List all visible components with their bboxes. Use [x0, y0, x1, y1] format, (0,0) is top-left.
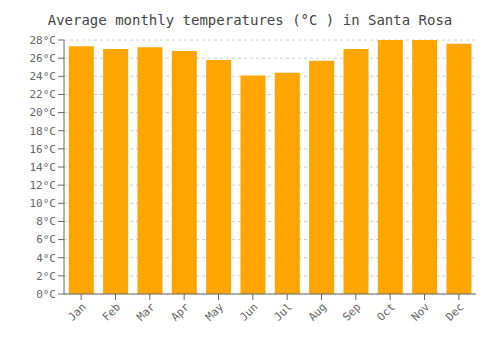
svg-text:Nov: Nov [409, 300, 433, 324]
svg-text:Oct: Oct [375, 300, 398, 323]
svg-text:Aug: Aug [306, 300, 329, 323]
svg-text:26°C: 26°C [30, 52, 57, 65]
svg-text:22°C: 22°C [30, 88, 57, 101]
svg-text:Jun: Jun [237, 300, 260, 323]
svg-text:10°C: 10°C [30, 197, 57, 210]
svg-text:16°C: 16°C [30, 143, 57, 156]
svg-text:May: May [203, 300, 227, 324]
svg-text:Dec: Dec [443, 300, 466, 323]
svg-text:2°C: 2°C [36, 270, 56, 283]
svg-text:20°C: 20°C [30, 106, 57, 119]
svg-text:24°C: 24°C [30, 70, 57, 83]
svg-text:4°C: 4°C [36, 252, 56, 265]
svg-text:28°C: 28°C [30, 34, 57, 47]
html-text:Average monthly temperatures (: Average monthly temperatures (°C ) in Sa… [47, 12, 453, 28]
svg-text:Apr: Apr [169, 300, 193, 324]
svg-text:Jul: Jul [272, 300, 295, 323]
svg-text:Sep: Sep [340, 300, 363, 323]
svg-text:18°C: 18°C [30, 125, 57, 138]
svg-text:Mar: Mar [134, 300, 158, 324]
svg-text:12°C: 12°C [30, 179, 57, 192]
svg-text:Jan: Jan [66, 300, 89, 323]
svg-text:Feb: Feb [100, 300, 123, 323]
svg-text:6°C: 6°C [36, 233, 56, 246]
svg-text:14°C: 14°C [30, 161, 57, 174]
svg-text:8°C: 8°C [36, 215, 56, 228]
svg-text:0°C: 0°C [36, 288, 56, 301]
